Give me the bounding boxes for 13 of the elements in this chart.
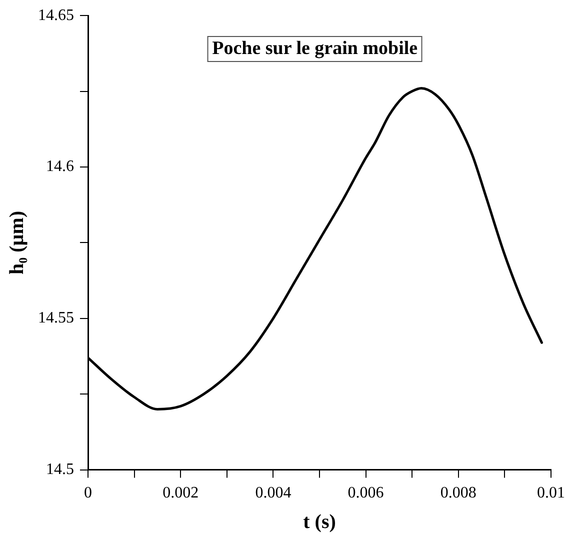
x-tick-label: 0.008: [440, 484, 476, 502]
x-tick-label: 0.01: [537, 484, 565, 502]
x-tick-label: 0.004: [255, 484, 292, 502]
x-tick-label: 0.006: [348, 484, 384, 502]
y-tick-label: 14.6: [46, 158, 74, 176]
y-tick-label: 14.55: [38, 310, 74, 327]
x-tick-label: 0: [84, 484, 92, 502]
x-tick-label: 0.002: [162, 484, 199, 502]
y-tick-label: 14.65: [38, 6, 74, 24]
y-axis-title: h₀ (µm): [6, 210, 28, 275]
text: Poche sur le grain mobile: [207, 36, 423, 62]
x-axis-title: t (s): [303, 511, 336, 534]
y-tick-label: 14.5: [46, 461, 74, 478]
